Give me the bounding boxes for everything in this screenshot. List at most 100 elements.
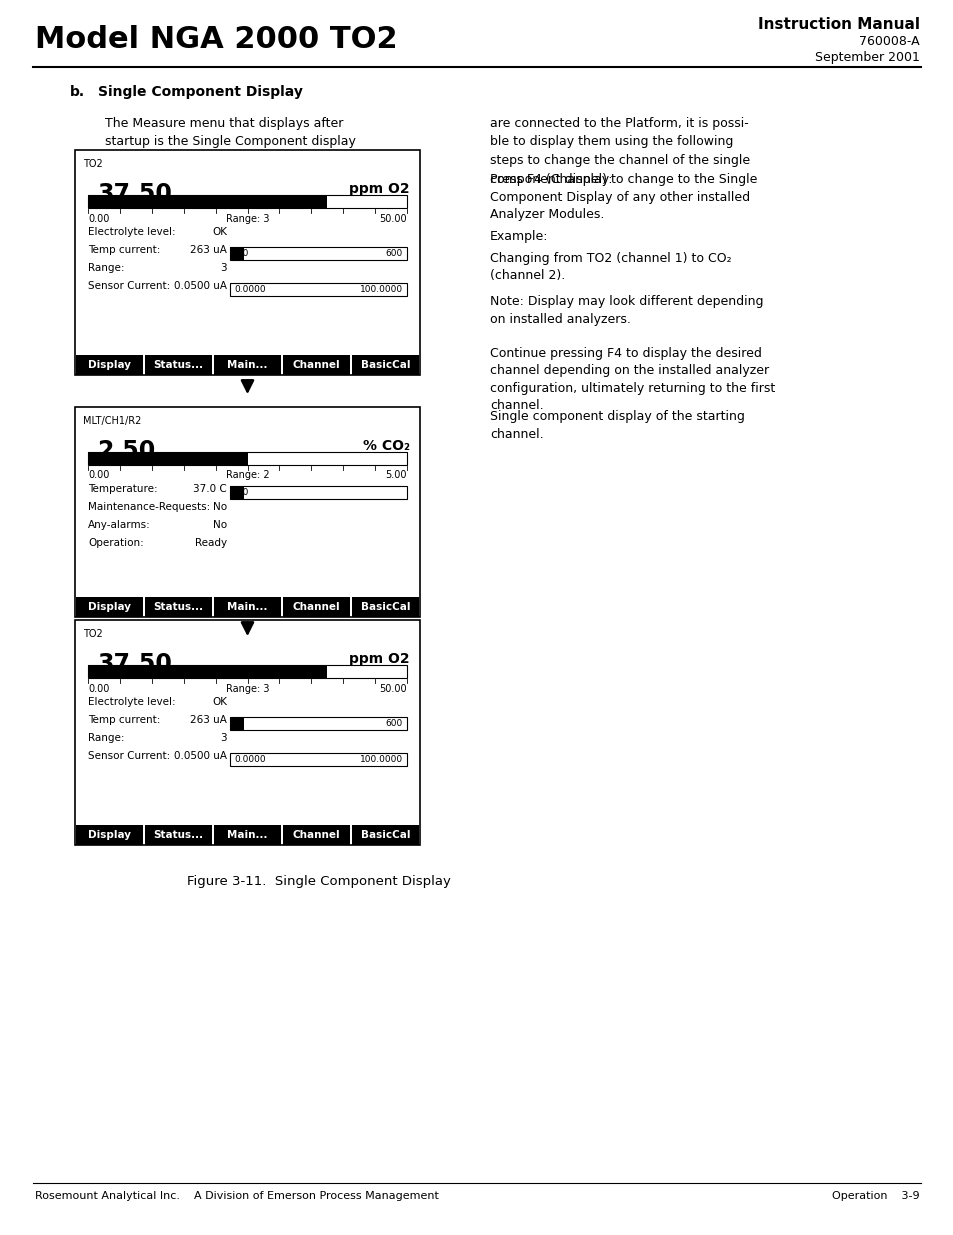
Bar [88, 195, 327, 207]
Text: BasicCal: BasicCal [360, 359, 410, 370]
Bar [75, 408, 419, 618]
Text: Changing from TO2 (channel 1) to CO₂
(channel 2).: Changing from TO2 (channel 1) to CO₂ (ch… [490, 252, 731, 283]
Text: Status...: Status... [153, 830, 203, 840]
Bar [230, 716, 407, 730]
Bar [230, 752, 407, 766]
Text: % CO₂: % CO₂ [363, 438, 410, 453]
Bar [230, 247, 407, 261]
Text: Channel: Channel [293, 359, 340, 370]
Bar [75, 149, 419, 375]
Text: 3: 3 [220, 734, 227, 743]
Bar [214, 354, 280, 375]
Bar [352, 597, 418, 618]
Text: 50.00: 50.00 [379, 683, 407, 694]
Text: 0.00: 0.00 [88, 683, 110, 694]
Bar [230, 283, 407, 296]
Text: 37.50: 37.50 [97, 652, 172, 676]
Bar [230, 485, 244, 499]
Text: The Measure menu that displays after: The Measure menu that displays after [105, 117, 343, 130]
Text: Main...: Main... [227, 359, 268, 370]
Text: b.: b. [70, 85, 85, 99]
Text: 37.50: 37.50 [97, 182, 172, 206]
Text: Maintenance-Requests:: Maintenance-Requests: [88, 501, 210, 513]
Text: 0.0500 uA: 0.0500 uA [173, 282, 227, 291]
Text: Sensor Current:: Sensor Current: [88, 751, 170, 761]
Text: Temp current:: Temp current: [88, 715, 160, 725]
Text: 100.0000: 100.0000 [359, 285, 402, 294]
Bar [230, 485, 407, 499]
Bar [75, 620, 419, 845]
Bar [76, 354, 143, 375]
Bar [76, 597, 143, 618]
Text: Example:: Example: [490, 230, 548, 243]
Text: TO2: TO2 [83, 629, 103, 638]
Bar [230, 247, 244, 261]
Text: 0: 0 [233, 719, 239, 727]
Text: Electrolyte level:: Electrolyte level: [88, 227, 175, 237]
Text: Instruction Manual: Instruction Manual [758, 17, 919, 32]
Text: Model NGA 2000 TO2: Model NGA 2000 TO2 [35, 25, 397, 54]
Text: Temperature:: Temperature: [88, 484, 157, 494]
Text: Figure 3-11.  Single Component Display: Figure 3-11. Single Component Display [187, 876, 450, 888]
Text: Note: Display may look different depending
on installed analyzers.: Note: Display may look different dependi… [490, 295, 762, 326]
Text: 2.50: 2.50 [97, 438, 155, 463]
Text: Any-alarms:: Any-alarms: [88, 520, 151, 530]
Text: Range:: Range: [88, 263, 125, 273]
Text: Single component display of the starting
channel.: Single component display of the starting… [490, 410, 744, 441]
Text: OK: OK [212, 697, 227, 706]
Text: TO2: TO2 [83, 159, 103, 169]
Text: startup is the Single Component display: startup is the Single Component display [105, 136, 355, 148]
Bar [76, 825, 143, 845]
Text: are connected to the Platform, it is possi-: are connected to the Platform, it is pos… [490, 117, 748, 130]
Text: OK: OK [212, 227, 227, 237]
Text: Status...: Status... [153, 601, 203, 613]
Text: Press F4 (Channel) to change to the Single
Component Display of any other instal: Press F4 (Channel) to change to the Sing… [490, 173, 757, 221]
Text: Sensor Current:: Sensor Current: [88, 282, 170, 291]
Text: Main...: Main... [227, 830, 268, 840]
Text: Main...: Main... [227, 601, 268, 613]
Text: 263 uA: 263 uA [190, 715, 227, 725]
Text: ppm O2: ppm O2 [349, 652, 410, 666]
Bar [88, 452, 247, 466]
Text: 37.0 C: 37.0 C [193, 484, 227, 494]
Bar [145, 825, 212, 845]
Text: September 2001: September 2001 [814, 51, 919, 64]
Bar [145, 354, 212, 375]
Text: 760008-A: 760008-A [859, 35, 919, 48]
Bar [283, 597, 350, 618]
Text: 600: 600 [385, 248, 402, 258]
Text: MLT/CH1/R2: MLT/CH1/R2 [83, 416, 141, 426]
Text: ble to display them using the following: ble to display them using the following [490, 136, 733, 148]
Text: Channel: Channel [293, 830, 340, 840]
Text: 5.00: 5.00 [385, 471, 407, 480]
Text: Electrolyte level:: Electrolyte level: [88, 697, 175, 706]
Bar [352, 354, 418, 375]
Bar [283, 825, 350, 845]
Text: 0.00: 0.00 [88, 471, 110, 480]
Bar [352, 825, 418, 845]
Bar [283, 354, 350, 375]
Text: Range: 2: Range: 2 [226, 471, 269, 480]
Bar [230, 716, 244, 730]
Text: 263 uA: 263 uA [190, 245, 227, 254]
Text: ppm O2: ppm O2 [349, 182, 410, 196]
Text: Display: Display [88, 830, 131, 840]
Text: Temp current:: Temp current: [88, 245, 160, 254]
Text: No: No [213, 520, 227, 530]
Bar [88, 195, 407, 207]
Bar [88, 664, 327, 678]
Text: Range: 3: Range: 3 [226, 214, 269, 224]
Bar [145, 597, 212, 618]
Bar [88, 664, 407, 678]
Text: Rosemount Analytical Inc.    A Division of Emerson Process Management: Rosemount Analytical Inc. A Division of … [35, 1191, 438, 1200]
Text: No: No [213, 501, 227, 513]
Text: 0.0: 0.0 [233, 488, 248, 496]
Bar [214, 597, 280, 618]
Text: of the analyzer. If other analyzer modules: of the analyzer. If other analyzer modul… [105, 154, 366, 167]
Text: 100.0000: 100.0000 [359, 755, 402, 763]
Text: 0.0000: 0.0000 [233, 755, 265, 763]
Text: Ready: Ready [194, 538, 227, 548]
Text: Continue pressing F4 to display the desired
channel depending on the installed a: Continue pressing F4 to display the desi… [490, 347, 775, 412]
Text: 50.00: 50.00 [379, 214, 407, 224]
Text: Channel: Channel [293, 601, 340, 613]
